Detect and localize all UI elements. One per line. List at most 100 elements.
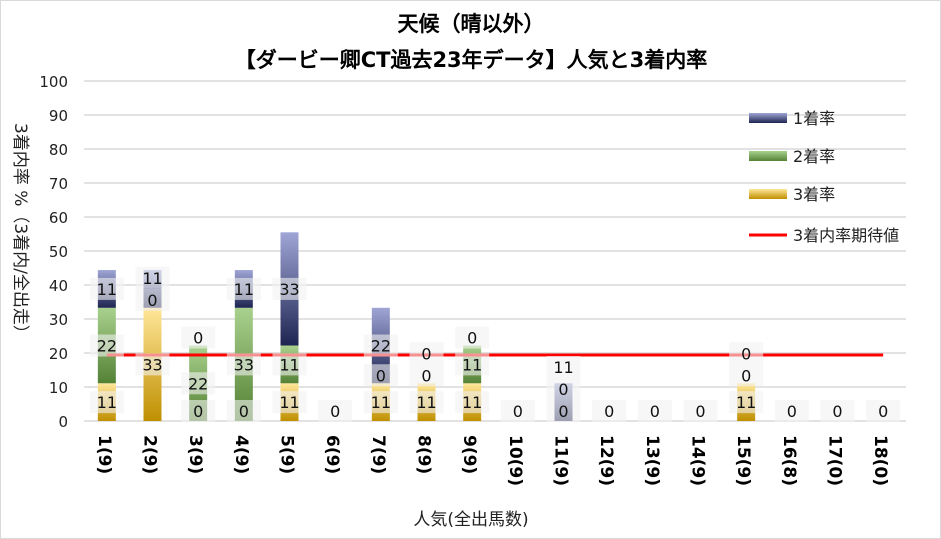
x-tick-label: 4(9) xyxy=(231,435,251,474)
data-label: 11 xyxy=(736,393,756,412)
y-tick-label: 30 xyxy=(49,311,68,329)
data-label-bg xyxy=(181,372,216,395)
x-tick-label: 10(9) xyxy=(505,435,525,486)
data-label-bg xyxy=(272,277,307,300)
data-label-bg xyxy=(409,364,444,387)
data-label: 0 xyxy=(421,344,431,363)
legend-label: 2着率 xyxy=(793,147,835,166)
data-label-bg xyxy=(181,400,216,422)
data-label: 0 xyxy=(741,344,751,363)
data-label-bg xyxy=(546,378,581,400)
chart-subtitle: 【ダービー卿CT過去23年データ】人気と3着内率 xyxy=(235,48,708,72)
x-tick-label: 7(9) xyxy=(368,435,388,474)
legend-swatch xyxy=(749,151,787,161)
data-label: 0 xyxy=(513,402,523,421)
legend-label: 1着率 xyxy=(793,109,835,128)
y-tick-label: 60 xyxy=(49,209,68,227)
x-tick-label: 1(9) xyxy=(94,435,114,474)
data-label-bg xyxy=(729,391,764,414)
data-label: 33 xyxy=(142,355,162,374)
data-label: 11 xyxy=(97,280,117,299)
data-label: 0 xyxy=(650,402,660,421)
data-label: 0 xyxy=(787,402,797,421)
data-label: 11 xyxy=(142,269,162,288)
x-tick-label: 12(9) xyxy=(596,435,616,486)
legend: 1着率 2着率 3着率 3着内率期待値 xyxy=(749,109,899,245)
data-label: 11 xyxy=(553,358,573,377)
data-label: 0 xyxy=(832,402,842,421)
data-label-bg xyxy=(89,334,124,357)
data-label-bg xyxy=(774,400,809,422)
data-label: 0 xyxy=(741,366,751,385)
data-label: 11 xyxy=(462,393,482,412)
data-label-bg xyxy=(455,391,490,414)
data-label-bg xyxy=(363,334,398,357)
data-label: 22 xyxy=(188,374,208,393)
x-tick-label: 14(9) xyxy=(688,435,708,486)
data-label: 11 xyxy=(279,355,299,374)
x-tick-label: 11(9) xyxy=(551,435,571,486)
data-label-bg xyxy=(89,391,124,414)
y-tick-label: 20 xyxy=(49,345,68,363)
data-label-bg xyxy=(729,342,764,365)
x-tick-label: 17(0) xyxy=(825,435,845,486)
data-label: 11 xyxy=(371,393,391,412)
x-tick-label: 9(9) xyxy=(459,435,479,474)
data-label: 0 xyxy=(239,402,249,421)
data-label: 0 xyxy=(330,402,340,421)
data-label: 33 xyxy=(279,280,299,299)
y-tick-label: 40 xyxy=(49,277,68,295)
data-label: 0 xyxy=(376,366,386,385)
data-label-bg xyxy=(455,353,490,376)
legend-swatch xyxy=(749,189,787,199)
data-label: 0 xyxy=(193,329,203,348)
data-label: 22 xyxy=(97,337,117,356)
legend-label: 3着率 xyxy=(793,185,835,204)
data-label: 22 xyxy=(371,337,391,356)
data-label-bg xyxy=(729,364,764,387)
legend-swatch xyxy=(749,113,787,123)
chart-title: 天候（晴以外） xyxy=(398,12,545,36)
data-label-bg xyxy=(226,400,261,422)
y-axis-label: 3着内率 %（3着内/全出走） xyxy=(10,123,30,342)
y-tick-label: 80 xyxy=(49,141,68,159)
data-label: 0 xyxy=(604,402,614,421)
data-label-bg xyxy=(226,277,261,300)
data-label-bg xyxy=(455,326,490,349)
y-tick-label: 50 xyxy=(49,243,68,261)
data-label-bg xyxy=(409,391,444,414)
y-tick-label: 10 xyxy=(49,379,68,397)
y-tick-label: 70 xyxy=(49,175,68,193)
data-label-bg xyxy=(409,342,444,365)
data-label: 0 xyxy=(878,402,888,421)
data-label-bg xyxy=(637,400,672,422)
data-label-bg xyxy=(866,400,901,422)
data-label: 0 xyxy=(695,402,705,421)
y-tick-label: 100 xyxy=(39,73,68,91)
x-tick-label: 18(0) xyxy=(870,435,890,486)
data-label: 33 xyxy=(234,355,254,374)
y-tick-label: 0 xyxy=(58,413,68,431)
data-label-bg xyxy=(272,391,307,414)
data-label: 0 xyxy=(558,380,568,399)
x-axis-label: 人気(全出馬数) xyxy=(413,510,528,530)
data-label: 11 xyxy=(97,393,117,412)
data-label-bg xyxy=(546,356,581,378)
x-tick-label: 3(9) xyxy=(185,435,205,474)
data-label: 0 xyxy=(193,402,203,421)
x-tick-label: 15(9) xyxy=(733,435,753,486)
data-label-bg xyxy=(592,400,627,422)
data-label-bg xyxy=(135,266,170,289)
data-label: 0 xyxy=(558,402,568,421)
x-tick-label: 6(9) xyxy=(322,435,342,474)
x-tick-label: 2(9) xyxy=(140,435,160,474)
data-label-bg xyxy=(500,400,535,422)
data-label-bg xyxy=(272,353,307,376)
x-tick-label: 16(8) xyxy=(779,435,799,486)
data-label: 0 xyxy=(421,366,431,385)
data-label-bg xyxy=(363,364,398,387)
data-label-bg xyxy=(546,400,581,422)
x-tick-label: 13(9) xyxy=(642,435,662,486)
